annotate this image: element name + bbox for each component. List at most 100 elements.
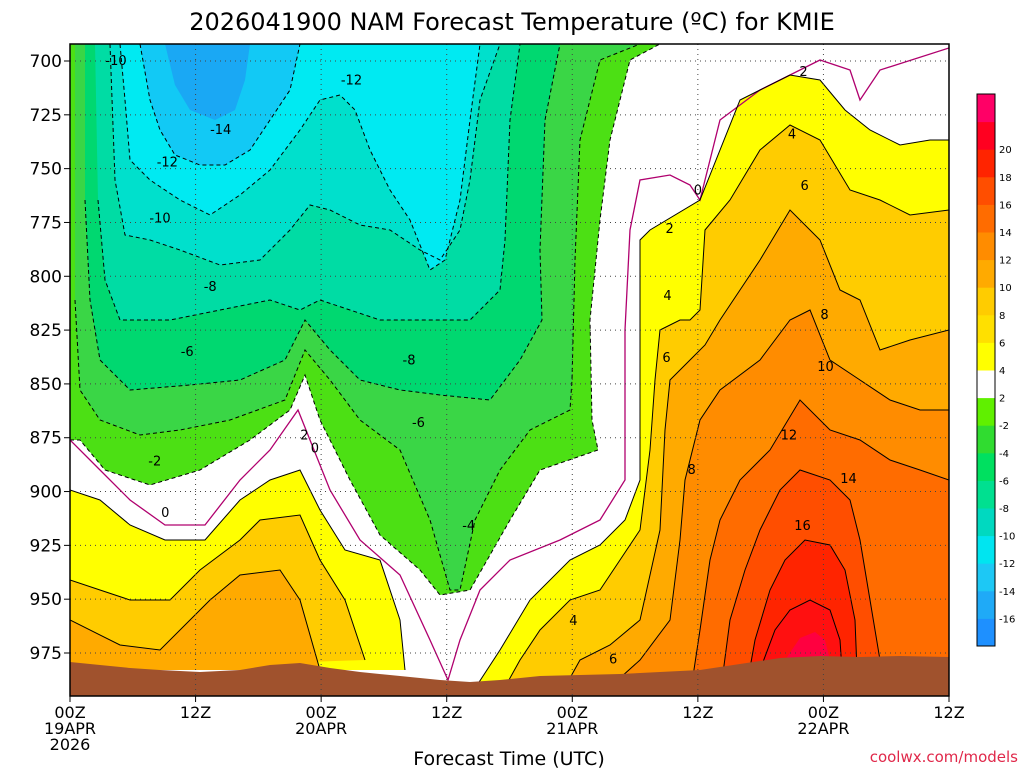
- contour-label: -12: [341, 74, 362, 89]
- colorbar-tick-label: -12: [999, 559, 1015, 570]
- contour-label: 6: [609, 653, 617, 668]
- plot-frame: [69, 43, 950, 697]
- colorbar-tick-label: 10: [999, 283, 1012, 294]
- contour-label: 6: [662, 351, 670, 366]
- y-tick-label: 975: [30, 644, 62, 664]
- terrain-ground: [70, 656, 949, 696]
- contour-label: -10: [105, 54, 126, 69]
- x-tick-label: 12Z: [180, 703, 211, 722]
- x-tick-label: 12Z: [933, 703, 964, 722]
- contour-zero-west: [70, 47, 949, 682]
- contour-8-east: [599, 309, 949, 696]
- contour-6-west: [70, 569, 321, 671]
- contour-14-east: [744, 539, 859, 696]
- x-tick-date: 2026: [50, 735, 91, 754]
- colorbar-tick-label: -8: [999, 504, 1009, 515]
- colorbar-swatch: [977, 452, 995, 481]
- colorbar-swatch: [977, 259, 995, 288]
- colorbar-swatch: [977, 121, 995, 150]
- colorbar-frame: [976, 93, 996, 647]
- colorbar-tick-label: -14: [999, 587, 1015, 598]
- contour-minus-8: [97, 44, 521, 321]
- contour-minus-12: [119, 44, 481, 271]
- contour-label: 8: [820, 308, 828, 323]
- contour-4-west: [70, 514, 366, 661]
- contour-label: 16: [794, 519, 811, 534]
- contour-label: 0: [161, 506, 169, 521]
- contour-16-east: [759, 599, 843, 671]
- x-tick-label: 00Z: [305, 703, 336, 722]
- x-tick-date: 21APR: [546, 719, 598, 738]
- chart-title: 2026041900 NAM Forecast Temperature (ºC)…: [189, 8, 835, 36]
- region-6-to-8-west: [70, 570, 320, 670]
- y-axis-ticks: 700 725 750 775 800 825 850 875 900 925 950 975: [30, 52, 70, 664]
- contour-label: 0: [311, 442, 319, 457]
- colorbar-swatch: [977, 176, 995, 205]
- colorbar-swatch: [977, 563, 995, 592]
- contour-label: 4: [788, 127, 796, 142]
- y-tick-label: 950: [30, 590, 62, 610]
- contour-label: -12: [157, 155, 178, 170]
- colorbar-swatch: [977, 425, 995, 454]
- region-18-to-20-east: [785, 632, 830, 660]
- colorbar-swatch: [977, 204, 995, 233]
- contour-label: 4: [569, 614, 577, 629]
- y-tick-label: 925: [30, 536, 62, 556]
- contour-label: -8: [403, 353, 416, 368]
- y-tick-label: 700: [30, 52, 62, 72]
- y-tick-label: 900: [30, 483, 62, 503]
- contour-label: 2: [665, 222, 673, 237]
- contour-label: -10: [149, 211, 170, 226]
- y-tick-label: 725: [30, 106, 62, 126]
- region-minus-14-to-minus-16: [165, 44, 250, 120]
- contour-2-east: [469, 74, 949, 696]
- colorbar-swatch: [977, 314, 995, 343]
- colorbar-swatch: [977, 535, 995, 564]
- contour-label: -8: [204, 280, 217, 295]
- contour-12-east: [719, 469, 881, 696]
- colorbar-swatch: [977, 590, 995, 619]
- colorbar-swatch: [977, 370, 995, 399]
- contour-label: -14: [210, 123, 231, 138]
- colorbar-swatch: [977, 232, 995, 261]
- colorbar-tick-label: -10: [999, 532, 1015, 543]
- contour-label: -6: [181, 345, 194, 360]
- y-tick-label: 875: [30, 429, 62, 449]
- contour-label: -6: [412, 416, 425, 431]
- colorbar-tick-label: 8: [999, 311, 1005, 322]
- colorbar-swatch: [977, 94, 995, 123]
- contour-lines: [70, 44, 949, 696]
- contour-label: 14: [840, 472, 857, 487]
- colorbar-tick-label: 12: [999, 256, 1012, 267]
- y-tick-label: 750: [30, 160, 62, 180]
- y-tick-label: 825: [30, 321, 62, 341]
- colorbar-swatch: [977, 287, 995, 316]
- contour-label: 12: [781, 429, 798, 444]
- colorbar-tick-label: -6: [999, 476, 1009, 487]
- contour-minus-4: [74, 44, 641, 591]
- contour-minus-2: [70, 44, 661, 596]
- filled-contours: [70, 44, 949, 696]
- colorbar-swatch: [977, 508, 995, 537]
- colorbar-tick-label: 4: [999, 366, 1005, 377]
- colorbar-tick-label: 20: [999, 145, 1012, 156]
- contour-2-west: [70, 469, 406, 671]
- colorbar-tick-label: 2: [999, 394, 1005, 405]
- x-tick-date: 22APR: [797, 719, 849, 738]
- contour-6-east: [559, 209, 949, 696]
- x-tick-label: 12Z: [682, 703, 713, 722]
- x-axis-label: Forecast Time (UTC): [413, 748, 604, 768]
- y-tick-label: 800: [30, 267, 62, 287]
- x-tick-label: 00Z: [54, 703, 85, 722]
- colorbar-swatch: [977, 149, 995, 178]
- colorbar-tick-label: 16: [999, 200, 1012, 211]
- y-tick-label: 775: [30, 213, 62, 233]
- colorbar-tick-label: 14: [999, 228, 1012, 239]
- contour-label: 2: [300, 429, 308, 444]
- credit-text: coolwx.com/models: [870, 748, 1018, 766]
- colorbar: -16 -14 -12 -10 -8 -6 -4 -2 2 4 6 8 10 12 14 16 18 20: [976, 93, 1015, 647]
- colorbar-swatch: [977, 342, 995, 371]
- colorbar-swatch: [977, 397, 995, 426]
